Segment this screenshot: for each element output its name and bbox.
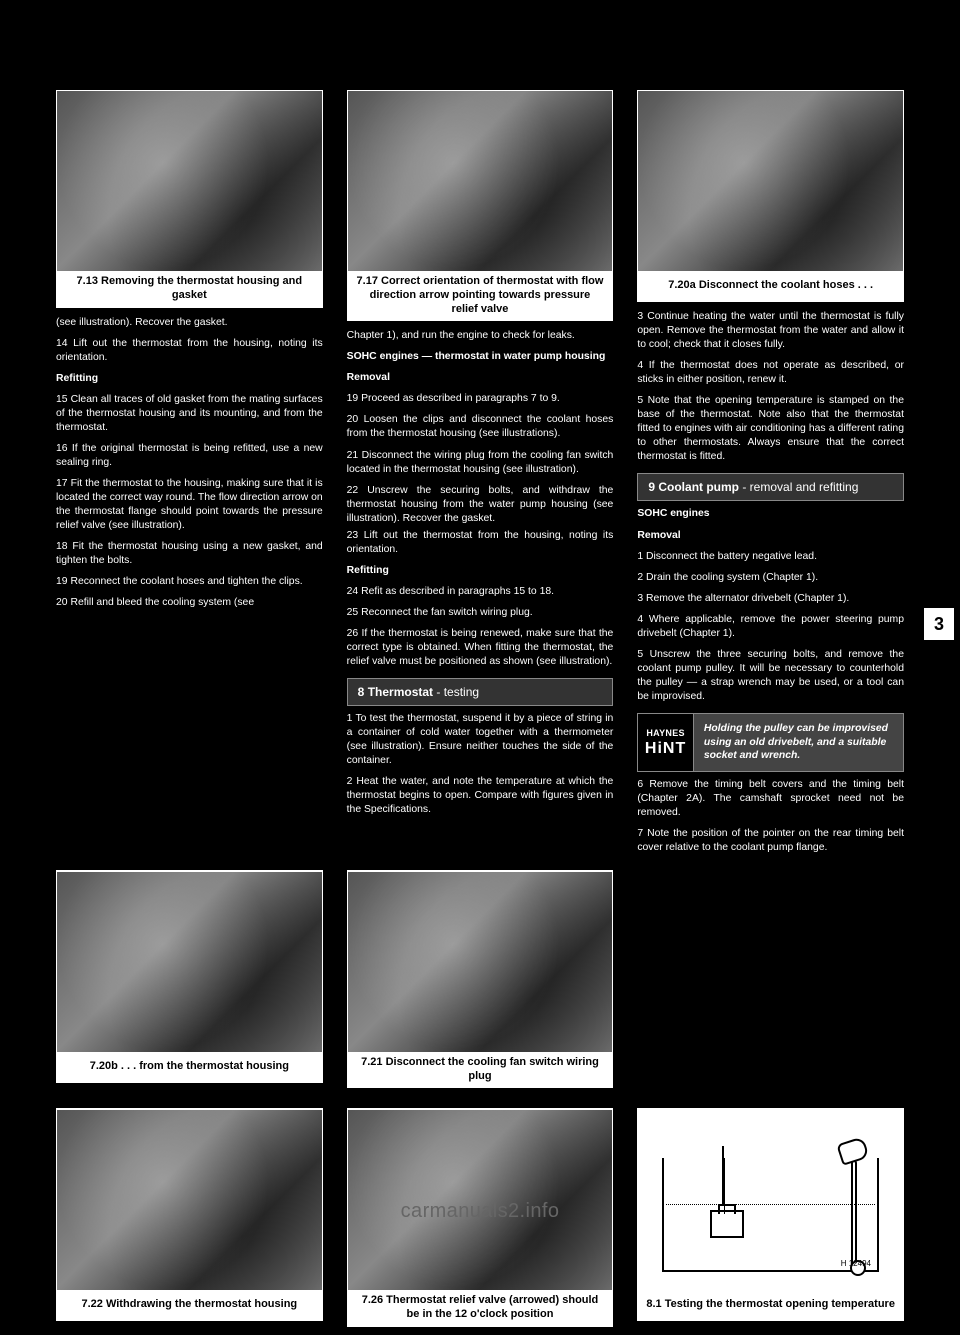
section-8-title: Thermostat	[368, 685, 433, 699]
para: 16 If the original thermostat is being r…	[56, 442, 323, 470]
photo-7-20b	[57, 872, 322, 1052]
para: 24 Refit as described in paragraphs 15 t…	[347, 585, 614, 599]
watermark: carmanuals2.info	[401, 1200, 560, 1223]
figure-7-17: 7.17 Correct orientation of thermostat w…	[347, 90, 614, 321]
para: Chapter 1), and run the engine to check …	[347, 329, 614, 343]
figure-8-1: H 12494 8.1 Testing the thermostat openi…	[637, 1108, 904, 1321]
para: 14 Lift out the thermostat from the hous…	[56, 337, 323, 365]
hint-badge: HAYNES HiNT	[638, 714, 693, 771]
subhead: Refitting	[56, 372, 323, 386]
hint-text: Holding the pulley can be improvised usi…	[694, 714, 903, 771]
photo-7-21	[348, 872, 613, 1052]
caption-7-17: 7.17 Correct orientation of thermostat w…	[348, 271, 613, 320]
para: 7 Note the position of the pointer on th…	[637, 827, 904, 855]
section-8-head: 8 Thermostat - testing	[347, 678, 614, 706]
para: 17 Fit the thermostat to the housing, ma…	[56, 477, 323, 533]
photo-7-20a	[638, 91, 903, 271]
caption-8-1: 8.1 Testing the thermostat opening tempe…	[638, 1290, 903, 1320]
para: 15 Clean all traces of old gasket from t…	[56, 393, 323, 435]
cell-r2c1: 7.20b . . . from the thermostat housing	[56, 870, 323, 1097]
para: 5 Note that the opening temperature is s…	[637, 394, 904, 464]
hint-brand-top: HAYNES	[642, 726, 688, 740]
section-9-head: 9 Coolant pump - removal and refitting	[637, 473, 904, 501]
para: 19 Proceed as described in paragraphs 7 …	[347, 392, 614, 406]
para: 5 Unscrew the three securing bolts, and …	[637, 648, 904, 704]
cell-r1c3: 7.20a Disconnect the coolant hoses . . .…	[637, 90, 904, 858]
photo-7-22	[57, 1110, 322, 1290]
text-col3a: 3 Continue heating the water until the t…	[637, 310, 904, 467]
para: 4 If the thermostat does not operate as …	[637, 359, 904, 387]
text-col1a: (see illustration). Recover the gasket. …	[56, 316, 323, 614]
text-s9: SOHC engines Removal 1 Disconnect the ba…	[637, 507, 904, 707]
caption-7-21: 7.21 Disconnect the cooling fan switch w…	[348, 1052, 613, 1088]
caption-7-26: 7.26 Thermostat relief valve (arrowed) s…	[348, 1290, 613, 1326]
text-s8: 1 To test the thermostat, suspend it by …	[347, 712, 614, 820]
drawing-thermometer	[851, 1160, 857, 1270]
para: (see illustration). Recover the gasket.	[56, 316, 323, 330]
drawing-ref: H 12494	[841, 1259, 871, 1268]
text-col3b: 6 Remove the timing belt covers and the …	[637, 778, 904, 858]
figure-7-21: 7.21 Disconnect the cooling fan switch w…	[347, 870, 614, 1089]
subhead: Removal	[637, 529, 904, 543]
section-8-num: 8	[358, 685, 365, 699]
cell-r3c1: 7.22 Withdrawing the thermostat housing	[56, 1108, 323, 1335]
para: 1 Disconnect the battery negative lead.	[637, 550, 904, 564]
section-8-sub: - testing	[433, 685, 479, 699]
manual-page: 3 7.13 Removing the thermostat housing a…	[0, 0, 960, 1235]
figure-7-13: 7.13 Removing the thermostat housing and…	[56, 90, 323, 308]
para: 22 Unscrew the securing bolts, and withd…	[347, 484, 614, 526]
text-col2b: 23 Lift out the thermostat from the hous…	[347, 529, 614, 672]
caption-7-20a: 7.20a Disconnect the coolant hoses . . .	[638, 271, 903, 301]
para: 19 Reconnect the coolant hoses and tight…	[56, 575, 323, 589]
para: 2 Drain the cooling system (Chapter 1).	[637, 571, 904, 585]
cell-r3c3: H 12494 8.1 Testing the thermostat openi…	[637, 1108, 904, 1335]
cell-r1c2: 7.17 Correct orientation of thermostat w…	[347, 90, 614, 858]
para: 1 To test the thermostat, suspend it by …	[347, 712, 614, 768]
haynes-hint: HAYNES HiNT Holding the pulley can be im…	[637, 713, 904, 772]
drawing-8-1: H 12494	[638, 1110, 903, 1290]
para: 23 Lift out the thermostat from the hous…	[347, 529, 614, 557]
text-col2a: Chapter 1), and run the engine to check …	[347, 329, 614, 529]
para: 2 Heat the water, and note the temperatu…	[347, 775, 614, 817]
para: 25 Reconnect the fan switch wiring plug.	[347, 606, 614, 620]
content-grid: 7.13 Removing the thermostat housing and…	[56, 90, 904, 1335]
subhead: Removal	[347, 371, 614, 385]
para: 18 Fit the thermostat housing using a ne…	[56, 540, 323, 568]
section-9-title: Coolant pump	[658, 480, 739, 494]
caption-7-22: 7.22 Withdrawing the thermostat housing	[57, 1290, 322, 1320]
para: 20 Refill and bleed the cooling system (…	[56, 596, 323, 610]
cell-r2c2: 7.21 Disconnect the cooling fan switch w…	[347, 870, 614, 1097]
section-9-sub: - removal and refitting	[739, 480, 858, 494]
page-tab: 3	[924, 608, 954, 640]
caption-7-20b: 7.20b . . . from the thermostat housing	[57, 1052, 322, 1082]
para: 20 Loosen the clips and disconnect the c…	[347, 413, 614, 441]
para: 21 Disconnect the wiring plug from the c…	[347, 449, 614, 477]
cell-r2c3-empty	[637, 870, 904, 1097]
drawing-thermostat	[710, 1210, 744, 1238]
para: 4 Where applicable, remove the power ste…	[637, 613, 904, 641]
hint-brand-bot: HiNT	[645, 740, 686, 758]
figure-7-20b: 7.20b . . . from the thermostat housing	[56, 870, 323, 1083]
subhead: Refitting	[347, 564, 614, 578]
figure-7-22: 7.22 Withdrawing the thermostat housing	[56, 1108, 323, 1321]
figure-7-20a: 7.20a Disconnect the coolant hoses . . .	[637, 90, 904, 302]
para: 6 Remove the timing belt covers and the …	[637, 778, 904, 820]
section-9-num: 9	[648, 480, 655, 494]
cell-r1c1: 7.13 Removing the thermostat housing and…	[56, 90, 323, 858]
subhead: SOHC engines — thermostat in water pump …	[347, 350, 614, 364]
photo-7-17	[348, 91, 613, 271]
subhead: SOHC engines	[637, 507, 904, 521]
photo-7-13	[57, 91, 322, 271]
para: 26 If the thermostat is being renewed, m…	[347, 627, 614, 669]
para: 3 Remove the alternator drivebelt (Chapt…	[637, 592, 904, 606]
para: 3 Continue heating the water until the t…	[637, 310, 904, 352]
caption-7-13: 7.13 Removing the thermostat housing and…	[57, 271, 322, 307]
